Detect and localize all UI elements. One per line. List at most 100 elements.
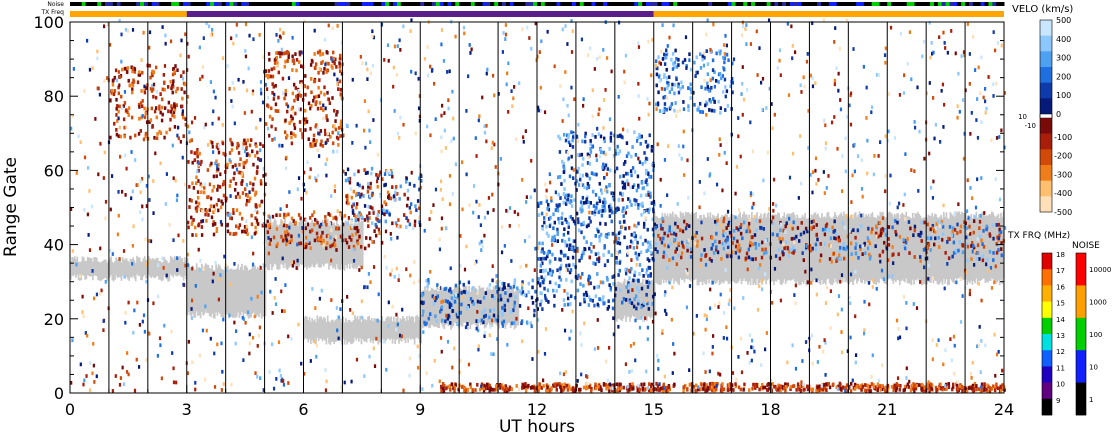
echo-mark <box>555 384 558 388</box>
echo-mark <box>776 233 779 237</box>
echo-mark <box>339 134 342 138</box>
echo-mark <box>627 182 630 187</box>
echo-mark <box>252 251 255 256</box>
echo-mark <box>334 127 338 132</box>
echo-mark <box>704 370 707 374</box>
echo-mark <box>319 90 323 95</box>
echo-mark <box>943 102 946 107</box>
echo-mark <box>665 254 668 258</box>
echo-mark <box>610 219 613 224</box>
echo-mark <box>737 208 741 212</box>
echo-mark <box>488 388 491 393</box>
echo-mark <box>175 103 178 108</box>
echo-mark <box>720 76 723 81</box>
echo-mark <box>623 80 626 85</box>
echo-mark <box>211 27 214 32</box>
echo-mark <box>577 183 581 187</box>
echo-mark <box>567 113 570 118</box>
echo-mark <box>935 343 938 347</box>
echo-mark <box>508 223 511 228</box>
echo-mark <box>951 254 954 259</box>
echo-mark <box>510 259 513 263</box>
echo-mark <box>630 301 634 306</box>
echo-mark <box>394 190 397 195</box>
noise-strip-cell <box>552 2 557 6</box>
echo-mark <box>730 250 734 255</box>
ground-scatter-mark <box>430 288 433 326</box>
echo-mark <box>554 257 557 261</box>
ground-scatter-mark <box>517 288 520 326</box>
echo-mark <box>687 108 690 112</box>
echo-mark <box>594 386 598 391</box>
echo-mark <box>630 232 633 237</box>
echo-mark <box>693 102 696 107</box>
echo-mark <box>663 243 666 248</box>
ground-scatter-mark <box>219 265 221 314</box>
ground-scatter-mark <box>317 318 320 341</box>
echo-mark <box>683 58 687 62</box>
echo-mark <box>597 384 600 389</box>
echo-mark <box>600 209 603 214</box>
echo-mark <box>371 29 374 34</box>
echo-mark <box>595 158 599 163</box>
echo-mark <box>212 174 216 179</box>
txfreq-strip <box>70 11 1004 17</box>
echo-mark <box>313 339 316 344</box>
echo-mark <box>473 261 476 266</box>
echo-mark <box>259 117 262 122</box>
echo-mark <box>814 168 817 173</box>
ground-scatter-mark <box>469 291 472 330</box>
echo-mark <box>208 24 211 29</box>
echo-mark <box>732 229 736 233</box>
echo-mark <box>153 109 157 114</box>
echo-mark <box>422 309 425 314</box>
echo-mark <box>187 160 190 164</box>
noise-strip-cell <box>525 2 530 6</box>
echo-mark <box>966 22 969 26</box>
ground-scatter-mark <box>482 287 485 325</box>
echo-mark <box>568 336 571 341</box>
echo-mark <box>647 307 651 311</box>
echo-mark <box>301 229 305 234</box>
echo-mark <box>284 166 288 171</box>
echo-mark <box>488 383 491 388</box>
echo-mark <box>363 374 366 378</box>
ground-scatter-mark <box>478 285 481 323</box>
echo-mark <box>942 125 945 129</box>
echo-mark <box>929 185 933 190</box>
echo-mark <box>587 223 590 228</box>
echo-mark <box>117 116 120 121</box>
ground-scatter-mark <box>378 320 381 343</box>
echo-mark <box>317 236 321 241</box>
ground-scatter-mark <box>121 257 124 276</box>
echo-mark <box>83 378 86 383</box>
noise-strip-cell <box>249 2 254 6</box>
echo-mark <box>796 385 800 390</box>
echo-mark <box>711 58 715 63</box>
echo-mark <box>479 223 482 228</box>
echo-mark <box>165 172 169 176</box>
echo-mark <box>318 101 322 105</box>
echo-mark <box>408 356 411 361</box>
echo-mark <box>491 294 494 298</box>
ground-scatter-mark <box>975 211 978 279</box>
echo-mark <box>602 253 605 257</box>
echo-mark <box>560 159 564 164</box>
ground-scatter-mark <box>452 289 455 327</box>
ground-scatter-mark <box>511 287 513 325</box>
noise-strip-cell <box>280 2 285 6</box>
echo-mark <box>404 179 408 184</box>
echo-mark <box>624 267 627 272</box>
echo-mark <box>697 385 700 389</box>
echo-mark <box>469 385 473 390</box>
echo-mark <box>723 231 727 236</box>
echo-mark <box>442 386 445 391</box>
echo-mark <box>172 380 176 385</box>
echo-mark <box>516 286 519 291</box>
noise-strip-label: Noise <box>47 1 64 8</box>
ground-scatter-mark <box>789 213 792 281</box>
echo-mark <box>340 385 343 390</box>
echo-mark <box>262 166 265 171</box>
echo-mark <box>566 256 570 260</box>
echo-mark <box>653 222 656 227</box>
